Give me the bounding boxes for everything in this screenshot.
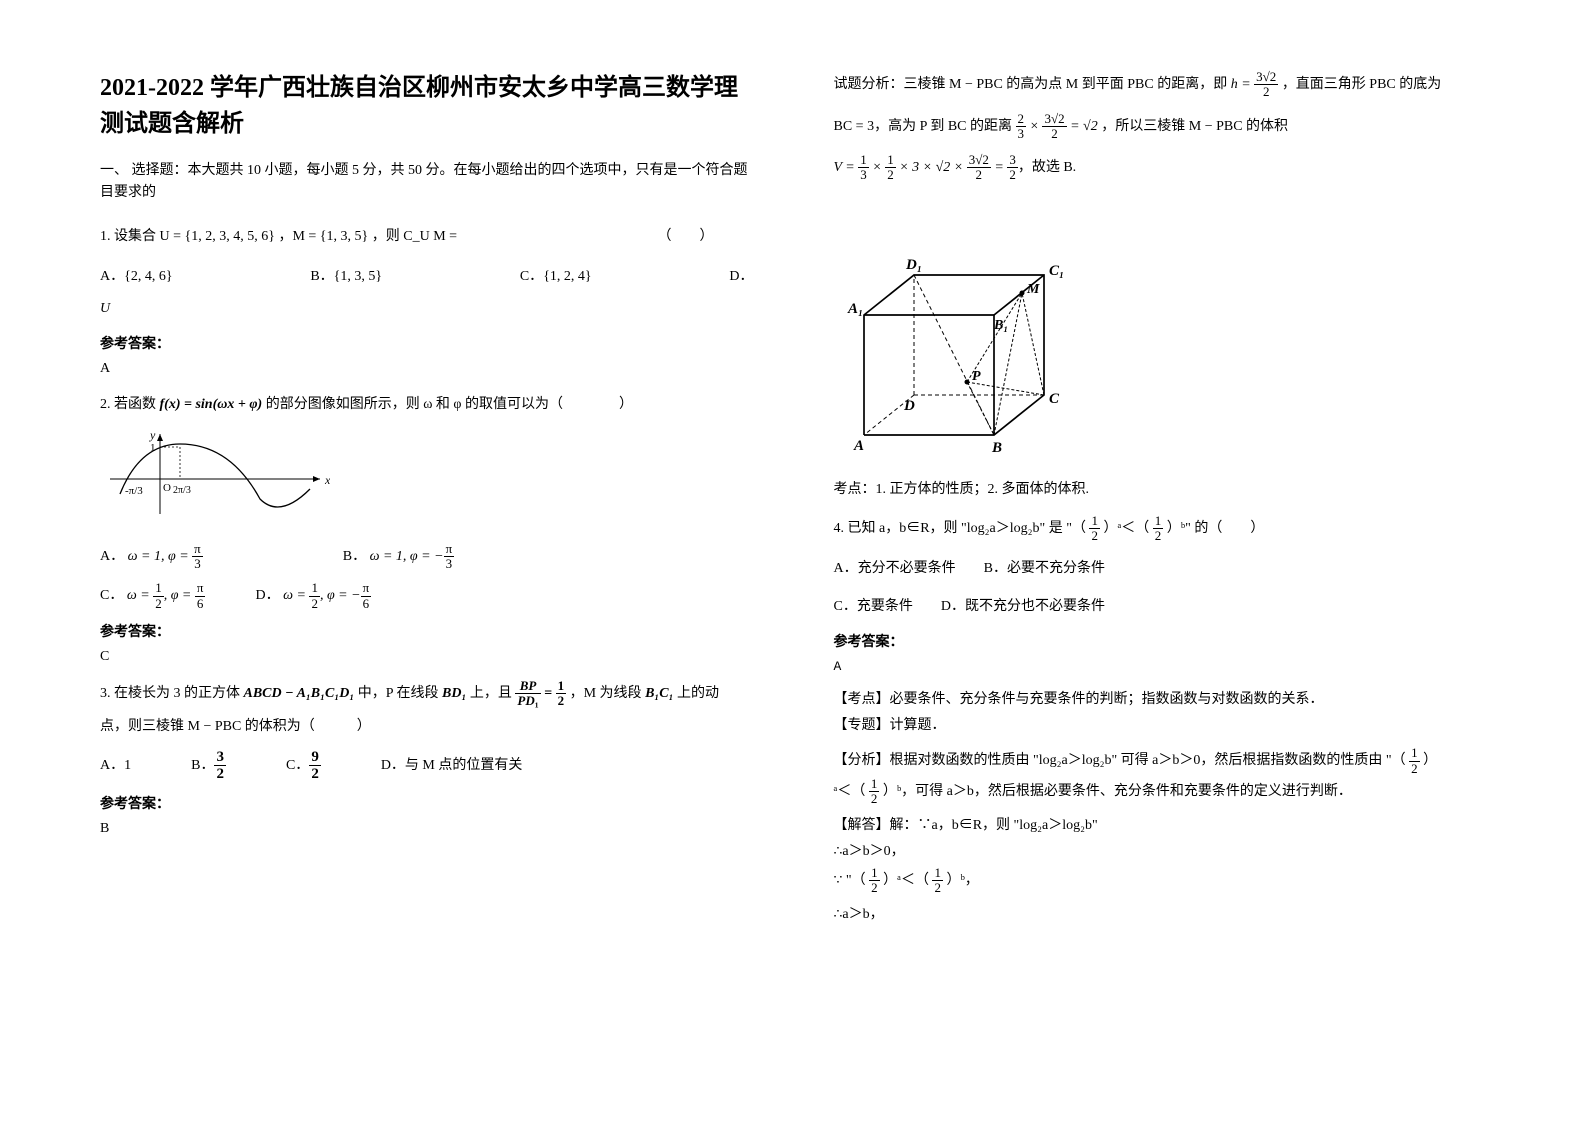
q1-opt-c: C．{1, 2, 4} [520, 263, 592, 291]
q1-opt-d-val: U [100, 301, 110, 316]
section-header: 一、 选择题：本大题共 10 小题，每小题 5 分，共 50 分。在每小题给出的… [100, 160, 754, 205]
q3-bd1: BD₁ [442, 686, 470, 701]
analysis-2b: ，所以三棱锥 M − PBC 的体积 [1101, 119, 1288, 134]
q1-opt-d: D． [729, 263, 753, 291]
right-column: 试题分析：三棱锥 M − PBC 的高为点 M 到平面 PBC 的距离，即 h … [794, 70, 1488, 1082]
svg-text:B₁: B₁ [993, 318, 1008, 333]
q1-answer: A [100, 361, 754, 377]
q1-set-m: ，M = {1, 3, 5} [278, 229, 368, 244]
svg-text:M: M [1026, 282, 1040, 297]
svg-text:-π/3: -π/3 [125, 485, 143, 497]
question-4: 4. 已知 a，b∈R，则 "log₂a＞log₂b" 是 "（ 12 ）ᵃ＜（… [834, 514, 1488, 622]
svg-text:1: 1 [150, 442, 156, 454]
analysis-1b: ，直面三角形 PBC 的底为 [1282, 77, 1441, 92]
q4-kp2: 【专题】计算题． [834, 714, 1488, 734]
q1-opt-b: B．{1, 3, 5} [310, 263, 382, 291]
q4-jd1: 【解答】解：∵a，b∈R，则 "log₂a＞log₂b" [834, 814, 1488, 834]
q3-cube: ABCD − A₁B₁C₁D₁ [244, 686, 358, 701]
q2-opt-d: D． ω = 12, φ = −π6 [255, 581, 371, 611]
q2-answer-label: 参考答案： [100, 621, 754, 641]
svg-text:x: x [324, 473, 330, 487]
q3-opt-a: A．1 [100, 752, 131, 780]
q4-tail: ）ᵇ" 的（ ） [1167, 521, 1265, 536]
analysis-kp: 考点：1. 正方体的性质；2. 多面体的体积. [834, 476, 1488, 504]
q3-answer-label: 参考答案： [100, 793, 754, 813]
q2-answer: C [100, 649, 754, 665]
q4-answer: A [834, 659, 1488, 674]
q1-set-u: U = {1, 2, 3, 4, 5, 6} [160, 229, 275, 244]
q3-stem-b: 中，P 在线段 [358, 686, 439, 701]
q4-mid: ）ᵃ＜（ [1103, 521, 1149, 536]
question-1: 1. 设集合 U = {1, 2, 3, 4, 5, 6} ，M = {1, 3… [100, 223, 754, 323]
q2-tail: 的部分图像如图所示，则 ω 和 φ 的取值可以为（ ） [266, 397, 633, 412]
q4-stem: 4. 已知 a，b∈R，则 "log₂a＞log₂b" 是 "（ [834, 521, 1086, 536]
q1-opt-a: A．{2, 4, 6} [100, 263, 173, 291]
q2-stem: 2. 若函数 [100, 397, 156, 412]
q4-answer-label: 参考答案： [834, 631, 1488, 651]
svg-text:C₁: C₁ [1049, 263, 1064, 279]
q1-paren: （ ） [658, 223, 714, 251]
svg-text:y: y [149, 429, 156, 442]
document-title: 2021-2022 学年广西壮族自治区柳州市安太乡中学高三数学理测试题含解析 [100, 70, 754, 142]
q1-tail: ，则 C_U M = [372, 229, 457, 244]
q2-opt-b: B． ω = 1, φ = −π3 [343, 542, 454, 572]
q4-kp1: 【考点】必要条件、充分条件与充要条件的判断；指数函数与对数函数的关系． [834, 688, 1488, 708]
q4-fenxi: 【分析】根据对数函数的性质由 "log₂a＞log₂b" 可得 a＞b＞0，然后… [834, 746, 1488, 808]
svg-text:2π/3: 2π/3 [173, 485, 191, 496]
analysis-3: V = 13 × 12 × 3 × √2 × 3√22 = 32，故选 B. [834, 153, 1488, 183]
question-3: 3. 在棱长为 3 的正方体 ABCD − A₁B₁C₁D₁ 中，P 在线段 B… [100, 679, 754, 783]
svg-text:D₁: D₁ [905, 257, 922, 273]
analysis-1a: 试题分析：三棱锥 M − PBC 的高为点 M 到平面 PBC 的距离，即 [834, 77, 1228, 92]
q3-b1c1: B₁C₁ [645, 686, 677, 701]
sine-graph: x y 1 -π/3 O 2π/3 [100, 429, 330, 519]
q3-opt-d: D．与 M 点的位置有关 [381, 752, 523, 780]
cube-figure: P M B₁ A B C D A₁ C₁ D₁ [834, 205, 1114, 455]
q3-analysis: 试题分析：三棱锥 M − PBC 的高为点 M 到平面 PBC 的距离，即 h … [834, 70, 1488, 504]
q3-line2: 点，则三棱锥 M − PBC 的体积为（ ） [100, 713, 754, 741]
q3-opt-c: C．92 [286, 749, 321, 783]
q4-opt-ab: A．充分不必要条件 B．必要不充分条件 [834, 555, 1488, 583]
q3-stem-e: 上的动 [677, 686, 719, 701]
svg-text:B: B [991, 440, 1002, 455]
q4-opt-cd: C．充要条件 D．既不充分也不必要条件 [834, 593, 1488, 621]
q3-stem-a: 3. 在棱长为 3 的正方体 [100, 686, 240, 701]
svg-text:O: O [163, 482, 171, 494]
svg-text:C: C [1049, 391, 1060, 407]
left-column: 2021-2022 学年广西壮族自治区柳州市安太乡中学高三数学理测试题含解析 一… [100, 70, 794, 1082]
q2-fx: f(x) = sin(ωx + φ) [160, 397, 266, 412]
q4-jd4: ∴a＞b， [834, 903, 1488, 923]
q3-opt-b: B．32 [191, 749, 226, 783]
q4-jd2: ∴a＞b＞0， [834, 840, 1488, 860]
svg-text:D: D [903, 398, 915, 414]
q3-stem-d: ，M 为线段 [570, 686, 642, 701]
question-2: 2. 若函数 f(x) = sin(ωx + φ) 的部分图像如图所示，则 ω … [100, 391, 754, 611]
svg-text:A: A [853, 438, 864, 454]
q3-answer: B [100, 821, 754, 837]
analysis-2a: BC = 3，高为 P 到 BC 的距离 [834, 119, 1013, 134]
q2-opt-a: A． ω = 1, φ = π3 [100, 542, 203, 572]
q4-jd3: ∵ "（ 12 ）ᵃ＜（ 12 ）ᵇ， [834, 866, 1488, 897]
q3-stem-c: 上，且 [470, 686, 512, 701]
q1-stem: 1. 设集合 [100, 229, 156, 244]
svg-text:A₁: A₁ [847, 301, 863, 317]
q1-answer-label: 参考答案： [100, 333, 754, 353]
q2-opt-c: C． ω = 12, φ = π6 [100, 581, 205, 611]
